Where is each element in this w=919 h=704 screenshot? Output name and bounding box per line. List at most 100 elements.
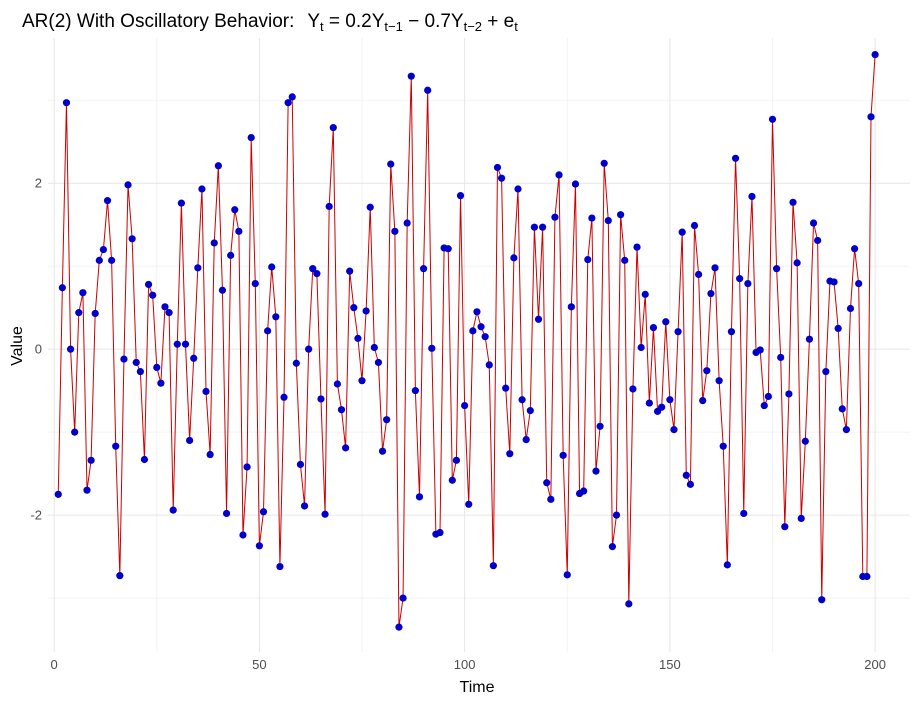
data-point [530, 223, 539, 231]
data-point [91, 309, 99, 318]
data-point [284, 99, 292, 107]
data-point [477, 323, 485, 331]
data-point [678, 228, 686, 236]
data-point [481, 333, 489, 341]
data-point [374, 358, 383, 367]
data-point [83, 486, 91, 494]
data-point [785, 390, 793, 398]
data-point [173, 340, 181, 348]
x-tick-label: 0 [51, 657, 58, 672]
data-point [637, 343, 645, 352]
data-point [707, 289, 715, 298]
data-point [218, 286, 227, 294]
data-point [596, 422, 604, 430]
data-point [358, 377, 366, 385]
data-point [124, 181, 132, 189]
data-point [518, 396, 526, 404]
data-point [850, 245, 859, 253]
data-point [764, 392, 772, 401]
data-point [399, 594, 407, 602]
data-point [264, 327, 272, 335]
data-point [210, 239, 218, 247]
data-point [378, 447, 387, 455]
data-point [855, 280, 863, 288]
data-point [592, 467, 600, 475]
data-point [645, 399, 653, 407]
data-point [128, 235, 136, 243]
data-point [781, 523, 789, 531]
y-tick-label: 2 [35, 176, 42, 191]
data-point [362, 307, 370, 315]
data-point [793, 259, 801, 267]
data-point [768, 115, 777, 123]
data-point [99, 245, 108, 254]
x-tick-label: 100 [454, 657, 476, 672]
data-point [87, 456, 95, 464]
data-point [95, 256, 103, 264]
data-point [497, 174, 506, 182]
data-point [452, 456, 461, 464]
data-point [567, 303, 575, 311]
data-point [514, 185, 522, 193]
data-point [715, 377, 723, 385]
data-point [703, 367, 711, 375]
data-point [551, 213, 559, 221]
data-point [526, 406, 534, 415]
data-point [502, 384, 510, 392]
data-point [838, 405, 846, 413]
data-point [789, 198, 797, 206]
y-tick-label: 0 [35, 342, 42, 357]
data-point [350, 304, 358, 312]
data-point [383, 416, 391, 424]
data-point [235, 227, 243, 235]
data-point [66, 345, 75, 353]
data-point [608, 543, 617, 551]
data-point [580, 487, 588, 495]
data-point [674, 328, 682, 336]
data-point [153, 363, 161, 371]
data-point [666, 396, 674, 404]
data-point [161, 303, 169, 311]
data-point [686, 480, 695, 488]
data-point [149, 291, 157, 299]
data-point [247, 133, 255, 142]
data-point [584, 255, 592, 264]
data-point [411, 387, 419, 395]
data-point [830, 278, 838, 286]
data-point [54, 490, 62, 498]
data-point [305, 345, 313, 353]
data-point [773, 265, 781, 273]
data-point [555, 171, 563, 179]
data-point [276, 562, 284, 571]
data-point [662, 318, 670, 326]
y-tick-labels: -2 0 2 [30, 176, 42, 523]
data-point [288, 93, 296, 101]
data-point [329, 124, 337, 132]
data-point [391, 227, 399, 235]
data-point [748, 192, 756, 201]
data-point [641, 290, 649, 298]
chart-title: AR(2) With Oscillatory Behavior: Yt = 0.… [22, 11, 518, 34]
data-point [719, 442, 727, 450]
data-point [621, 256, 629, 264]
data-point [366, 203, 374, 211]
data-point [165, 309, 173, 317]
data-point [731, 154, 740, 162]
data-point [629, 385, 637, 393]
data-point [120, 355, 128, 363]
data-point [456, 192, 465, 200]
data-point [777, 353, 785, 362]
data-point [333, 380, 341, 388]
data-point [407, 72, 415, 80]
data-point [818, 596, 826, 604]
data-point [493, 163, 502, 172]
data-point [370, 343, 378, 352]
data-point [633, 243, 641, 251]
data-point [259, 508, 268, 516]
data-point [186, 436, 194, 445]
data-point [136, 367, 144, 376]
data-point [711, 264, 719, 272]
data-point [181, 340, 190, 348]
data-point [342, 444, 350, 452]
data-point [690, 221, 699, 230]
